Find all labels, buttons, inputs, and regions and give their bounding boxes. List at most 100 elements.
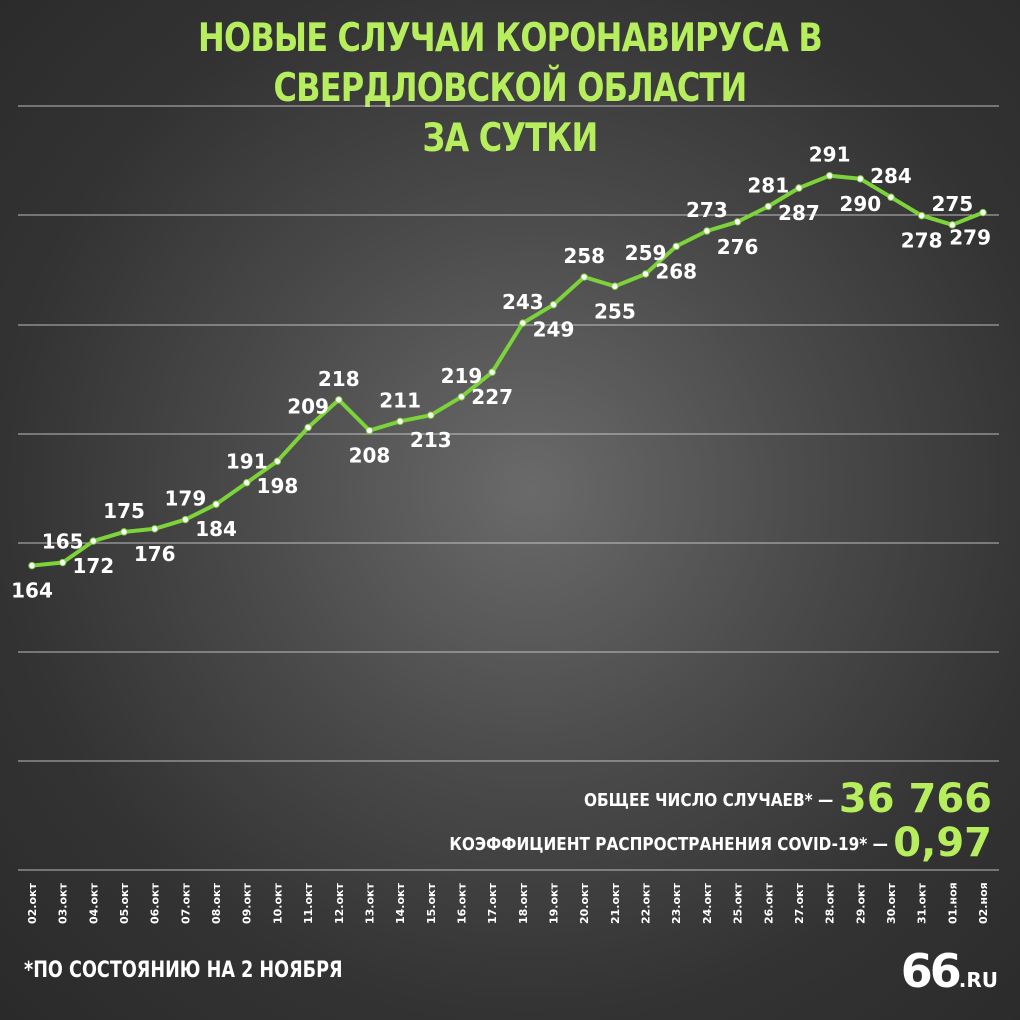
data-label-21: 268 xyxy=(655,259,697,283)
logo-suffix: .RU xyxy=(958,968,998,992)
x-tick-12: 14.окт xyxy=(394,882,407,924)
r-coefficient-stat: КОЭФФИЦИЕНТ РАСПРОСТРАНЕНИЯ COVID-19* — … xyxy=(372,820,992,866)
data-label-6: 184 xyxy=(195,517,237,541)
x-tick-25: 27.окт xyxy=(793,882,806,924)
data-label-28: 284 xyxy=(870,164,912,188)
x-tick-20: 22.окт xyxy=(640,882,653,924)
logo-66ru: 66.RU xyxy=(901,944,998,998)
data-label-25: 287 xyxy=(778,201,820,225)
data-label-20: 259 xyxy=(625,241,667,265)
data-point-13 xyxy=(427,411,435,419)
r-coefficient-label: КОЭФФИЦИЕНТ РАСПРОСТРАНЕНИЯ COVID-19* — xyxy=(449,834,888,855)
logo-digits: 66 xyxy=(900,944,962,998)
data-label-8: 198 xyxy=(257,474,299,498)
data-label-26: 291 xyxy=(809,143,851,167)
data-label-13: 213 xyxy=(410,428,452,452)
x-tick-17: 19.окт xyxy=(548,882,561,924)
data-label-9: 209 xyxy=(287,394,329,418)
data-point-26 xyxy=(825,172,834,180)
data-label-27: 290 xyxy=(839,192,881,216)
x-tick-26: 28.окт xyxy=(824,882,837,924)
chart-title-line2: ЗА СУТКИ xyxy=(422,116,599,161)
x-tick-27: 29.окт xyxy=(854,882,867,924)
data-label-12: 211 xyxy=(379,388,421,412)
x-tick-8: 10.окт xyxy=(271,882,284,924)
data-point-1 xyxy=(58,558,67,567)
x-tick-5: 07.окт xyxy=(179,882,192,924)
data-point-9 xyxy=(304,423,312,432)
data-label-22: 273 xyxy=(686,198,728,222)
total-cases-value: 36 766 xyxy=(838,776,992,822)
data-point-12 xyxy=(396,417,404,426)
x-tick-10: 12.окт xyxy=(333,882,346,924)
data-point-31 xyxy=(979,208,987,217)
data-point-0 xyxy=(28,561,36,570)
data-label-14: 219 xyxy=(441,364,483,388)
data-point-18 xyxy=(580,273,588,281)
total-cases-stat: ОБЩЕЕ ЧИСЛО СЛУЧАЕВ* — 36 766 xyxy=(540,776,992,822)
x-tick-15: 17.окт xyxy=(486,882,499,924)
data-point-29 xyxy=(917,211,926,220)
x-tick-4: 06.окт xyxy=(149,882,162,924)
data-label-11: 208 xyxy=(349,444,391,468)
data-point-30 xyxy=(948,221,957,229)
data-label-29: 278 xyxy=(901,229,943,253)
data-point-21 xyxy=(672,242,680,251)
data-point-27 xyxy=(856,175,864,183)
x-tick-21: 23.окт xyxy=(670,882,683,924)
x-tick-3: 05.окт xyxy=(118,882,131,924)
x-axis-ticks: 02.окт 03.окт 04.окт 05.окт 06.окт 07.окт 08.о… xyxy=(26,882,990,924)
data-label-17: 249 xyxy=(533,318,575,342)
x-tick-1: 03.окт xyxy=(57,882,70,924)
data-point-23 xyxy=(733,218,742,226)
chart-title-line1: НОВЫЕ СЛУЧАИ КОРОНАВИРУСА В СВЕРДЛОВСКОЙ… xyxy=(198,16,823,111)
data-label-2: 172 xyxy=(72,554,114,578)
series-line xyxy=(31,173,984,568)
data-point-8 xyxy=(273,457,282,465)
data-label-4: 176 xyxy=(134,542,176,566)
x-tick-7: 09.окт xyxy=(241,882,254,924)
x-tick-11: 13.окт xyxy=(363,882,376,924)
data-point-16 xyxy=(519,319,527,327)
data-label-0: 164 xyxy=(11,579,53,603)
x-tick-6: 08.окт xyxy=(210,882,223,924)
data-label-18: 258 xyxy=(563,244,605,268)
series-new-cases xyxy=(28,172,987,570)
data-point-7 xyxy=(243,479,251,487)
data-point-4 xyxy=(151,525,159,533)
data-label-24: 281 xyxy=(747,173,789,197)
x-tick-14: 16.окт xyxy=(455,882,468,924)
data-label-10: 218 xyxy=(318,367,360,391)
x-tick-9: 11.окт xyxy=(302,882,315,924)
data-label-1: 165 xyxy=(42,530,84,554)
x-tick-31: 02.ноя xyxy=(977,882,990,924)
data-point-2 xyxy=(89,537,98,545)
data-point-24 xyxy=(764,202,772,211)
x-tick-23: 25.окт xyxy=(732,882,745,924)
data-point-6 xyxy=(212,500,220,508)
total-cases-label: ОБЩЕЕ ЧИСЛО СЛУЧАЕВ* — xyxy=(584,790,834,811)
data-point-10 xyxy=(335,396,343,404)
x-tick-13: 15.окт xyxy=(425,882,438,924)
data-label-15: 227 xyxy=(471,385,513,409)
data-label-30: 275 xyxy=(931,192,973,216)
data-point-11 xyxy=(365,426,374,435)
data-label-16: 243 xyxy=(502,290,544,314)
data-point-20 xyxy=(641,270,650,278)
data-point-3 xyxy=(120,528,128,536)
x-tick-19: 21.окт xyxy=(609,882,622,924)
x-tick-0: 02.окт xyxy=(26,882,39,924)
data-label-7: 191 xyxy=(226,450,268,474)
chart-title: НОВЫЕ СЛУЧАИ КОРОНАВИРУСА В СВЕРДЛОВСКОЙ… xyxy=(92,14,928,164)
data-label-3: 175 xyxy=(103,499,145,523)
data-point-15 xyxy=(488,368,496,376)
footnote: *ПО СОСТОЯНИЮ НА 2 НОЯБРЯ xyxy=(24,958,343,983)
data-label-23: 276 xyxy=(717,235,759,259)
x-tick-18: 20.окт xyxy=(578,882,591,924)
data-point-22 xyxy=(703,227,711,235)
data-point-25 xyxy=(795,184,803,192)
x-tick-29: 31.окт xyxy=(916,882,929,924)
data-point-5 xyxy=(181,515,190,524)
r-coefficient-value: 0,97 xyxy=(893,820,992,866)
